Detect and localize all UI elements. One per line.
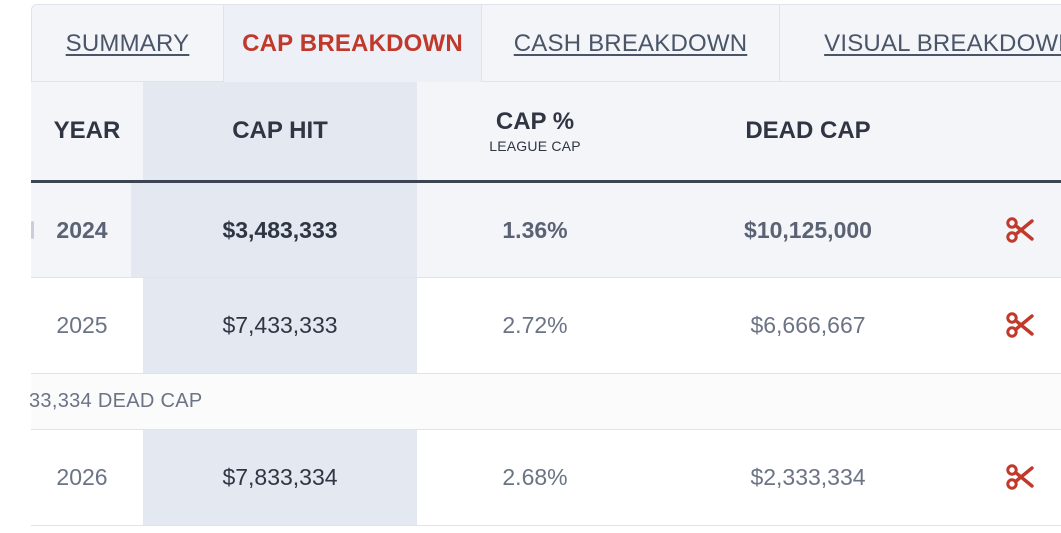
tab-summary[interactable]: SUMMARY — [32, 5, 223, 82]
row-dead-cap: $6,666,667 — [750, 312, 866, 338]
header-year-label: YEAR — [53, 117, 121, 144]
table-header: YEAR CAP HIT CAP % LEAGUE CAP DEAD CAP — [31, 82, 1061, 183]
table-row: 2024 $3,483,333 1.36% $10,125,000 — [31, 183, 1061, 278]
tab-cap-breakdown-label[interactable]: CAP BREAKDOWN — [242, 29, 463, 57]
header-cap-hit-label: CAP HIT — [232, 117, 328, 144]
row-cap-hit: $3,483,333 — [222, 216, 338, 243]
header-year[interactable]: YEAR — [31, 82, 143, 180]
header-cap-hit[interactable]: CAP HIT — [143, 82, 417, 180]
tab-cash-breakdown-label[interactable]: CASH BREAKDOWN — [513, 29, 748, 57]
row-cap-hit: $7,833,334 — [222, 464, 338, 490]
row-cap-pct: 1.36% — [502, 216, 568, 243]
cap-hit-column-highlight — [143, 430, 417, 525]
header-dead-cap-label: DEAD CAP — [745, 117, 871, 144]
dead-cap-note-row: 33,334 DEAD CAP — [29, 374, 1061, 430]
tab-visual-breakdown[interactable]: VISUAL BREAKDOWN — [780, 5, 1061, 82]
tab-bar: SUMMARY CAP BREAKDOWN CASH BREAKDOWN VIS… — [31, 4, 1061, 82]
tab-divider — [779, 5, 780, 82]
scissors-icon[interactable] — [1005, 462, 1035, 492]
cap-hit-column-highlight — [131, 183, 417, 277]
row-year: 2026 — [56, 464, 108, 490]
header-cap-pct-sublabel: LEAGUE CAP — [489, 138, 581, 154]
cap-hit-column-highlight — [143, 278, 417, 373]
row-year: 2024 — [56, 216, 108, 243]
table-row: 2025 $7,433,333 2.72% $6,666,667 — [31, 278, 1061, 374]
tab-cash-breakdown[interactable]: CASH BREAKDOWN — [482, 5, 779, 82]
row-dead-cap: $10,125,000 — [744, 216, 872, 243]
cap-hit-column-highlight — [143, 82, 417, 180]
scissors-icon[interactable] — [1005, 215, 1035, 245]
tab-visual-breakdown-label[interactable]: VISUAL BREAKDOWN — [824, 29, 1061, 57]
scissors-icon[interactable] — [1005, 310, 1035, 340]
row-year: 2025 — [56, 312, 108, 338]
table-row: 2026 $7,833,334 2.68% $2,333,334 — [31, 430, 1061, 526]
row-cap-pct: 2.72% — [502, 312, 568, 338]
dead-cap-note: 33,334 DEAD CAP — [29, 389, 203, 412]
row-dead-cap: $2,333,334 — [750, 464, 866, 490]
header-dead-cap[interactable]: DEAD CAP — [653, 82, 963, 180]
row-edge-marker — [31, 221, 34, 239]
row-cap-hit: $7,433,333 — [222, 312, 338, 338]
header-cap-pct-label: CAP % — [495, 108, 575, 135]
tab-summary-label[interactable]: SUMMARY — [65, 29, 190, 57]
header-cap-pct[interactable]: CAP % LEAGUE CAP — [417, 82, 653, 180]
tab-cap-breakdown[interactable]: CAP BREAKDOWN — [223, 5, 482, 82]
row-cap-pct: 2.68% — [502, 464, 568, 490]
